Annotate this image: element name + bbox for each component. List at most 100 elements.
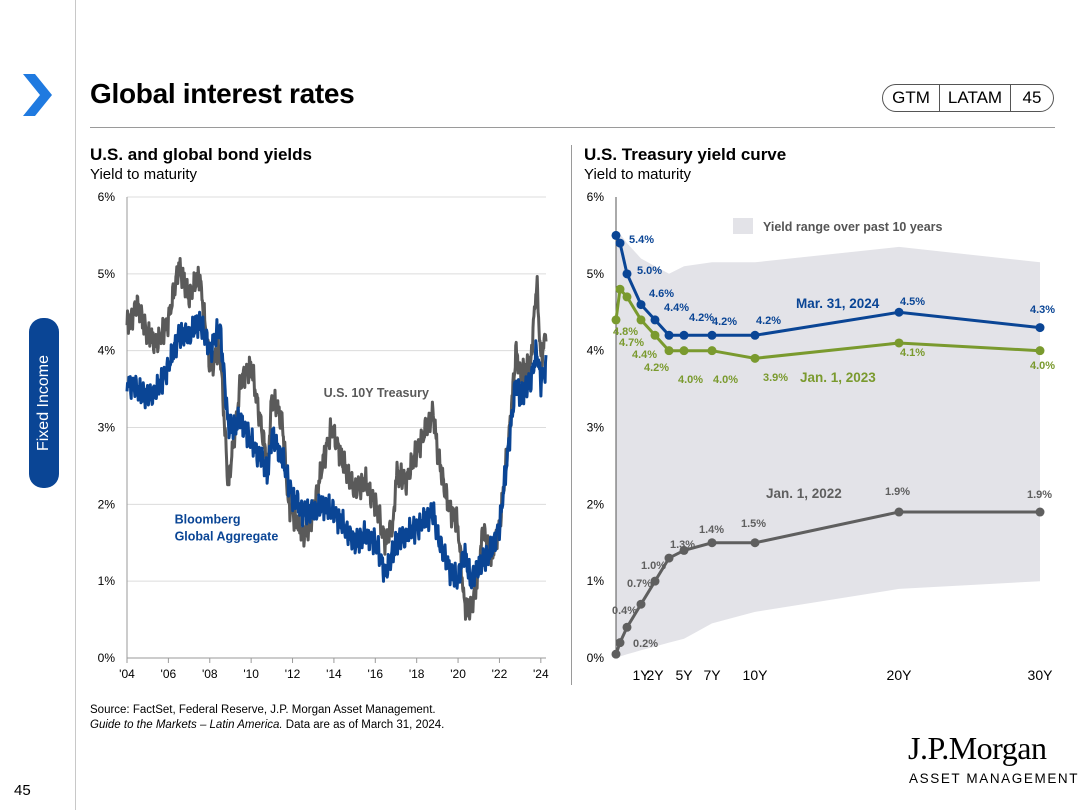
right-x-tick-label: 10Y (743, 667, 769, 683)
chevron-right-icon (23, 74, 52, 116)
jan-2022-data-label: 0.4% (612, 605, 637, 617)
left-chart-subtitle: Yield to maturity (90, 166, 197, 183)
jan-2023-point (650, 330, 660, 340)
left-y-tick-label: 5% (98, 267, 116, 281)
jan-2022-series-label: Jan. 1, 2022 (766, 486, 842, 501)
left-x-tick-label: '22 (492, 667, 508, 681)
mar-2024-point (707, 330, 717, 340)
logo-tagline: ASSET MANAGEMENT (909, 771, 1080, 786)
jan-2023-data-label: 4.1% (900, 347, 925, 359)
left-x-tick-label: '06 (161, 667, 177, 681)
jan-2023-data-label: 4.0% (713, 374, 738, 386)
header-divider (90, 127, 1055, 128)
panel-divider (571, 145, 572, 685)
jan-2022-point (636, 599, 646, 609)
mar-2024-point (664, 330, 674, 340)
mar-2024-point (636, 300, 646, 310)
jan-2023-data-label: 4.4% (632, 349, 657, 361)
right-y-tick-label: 2% (587, 497, 605, 511)
jan-2022-point (679, 545, 689, 555)
left-x-tick-label: '18 (409, 667, 425, 681)
jan-2023-point (894, 338, 904, 348)
left-x-tick-label: '12 (285, 667, 301, 681)
mar-2024-data-label: 4.2% (689, 312, 714, 324)
section-tab[interactable] (29, 318, 59, 488)
jan-2022-point (750, 538, 760, 548)
left-x-tick-label: '16 (367, 667, 383, 681)
jan-2023-data-label: 3.9% (763, 372, 788, 384)
jan-2023-series-label: Jan. 1, 2023 (800, 370, 876, 385)
right-x-tick-label: 2Y (646, 667, 664, 683)
jan-2023-data-label: 4.8% (613, 326, 638, 338)
jan-2022-point (615, 638, 625, 648)
mar-2024-point (679, 330, 689, 340)
left-x-tick-label: '10 (243, 667, 259, 681)
jpmorgan-logo: J.P.Morgan (908, 730, 1047, 766)
jan-2023-data-label: 4.0% (678, 374, 703, 386)
right-chart-title: U.S. Treasury yield curve (584, 145, 787, 164)
jan-2022-point (611, 649, 621, 659)
jan-2022-data-label: 1.9% (885, 486, 910, 498)
badge-region: LATAM (940, 85, 1011, 111)
source-line: Source: FactSet, Federal Reserve, J.P. M… (90, 704, 436, 716)
left-x-tick-label: '14 (326, 667, 342, 681)
mar-2024-point (622, 269, 632, 279)
left-x-tick-label: '24 (533, 667, 549, 681)
right-x-tick-label: 30Y (1028, 667, 1054, 683)
jan-2022-data-label: 1.5% (741, 518, 766, 530)
guide-date: Data are as of March 31, 2024. (282, 719, 445, 731)
right-y-tick-label: 5% (587, 267, 605, 281)
jan-2022-point (707, 538, 717, 548)
badge-gtm: GTM (883, 85, 940, 111)
left-y-tick-label: 3% (98, 421, 116, 435)
right-x-tick-label: 5Y (675, 667, 693, 683)
jan-2023-point (615, 284, 625, 294)
jan-2022-point (664, 553, 674, 563)
guide-title: Guide to the Markets – Latin America. (90, 719, 283, 731)
mar-2024-data-label: 4.3% (1030, 304, 1055, 316)
jan-2022-point (622, 622, 632, 632)
global-series-label-1: Bloomberg (175, 513, 241, 527)
gtm-badge: GTM LATAM 45 (882, 84, 1054, 112)
left-y-tick-label: 6% (98, 190, 116, 204)
right-chart-subtitle: Yield to maturity (584, 166, 691, 183)
page-number: 45 (14, 782, 31, 799)
right-x-tick-label: 7Y (703, 667, 721, 683)
jan-2023-point (636, 315, 646, 325)
mar-2024-data-label: 4.2% (756, 315, 781, 327)
jan-2023-point (1035, 346, 1045, 356)
jan-2022-point (894, 507, 904, 517)
jan-2023-point (707, 346, 717, 356)
left-margin-line (75, 0, 76, 810)
left-y-tick-label: 1% (98, 574, 116, 588)
jan-2023-point (611, 315, 621, 325)
jan-2023-data-label: 4.0% (1030, 360, 1055, 372)
mar-2024-data-label: 5.0% (637, 265, 662, 277)
right-y-tick-label: 3% (587, 421, 605, 435)
left-y-tick-label: 2% (98, 497, 116, 511)
jan-2022-data-label: 0.2% (633, 638, 658, 650)
mar-2024-data-label: 4.4% (664, 302, 689, 314)
mar-2024-data-label: 4.2% (712, 316, 737, 328)
jan-2022-data-label: 0.7% (627, 578, 652, 590)
left-chart-title: U.S. and global bond yields (90, 145, 312, 164)
badge-page: 45 (1022, 88, 1042, 107)
right-y-tick-label: 1% (587, 574, 605, 588)
jan-2022-data-label: 1.4% (699, 524, 724, 536)
treasury-series-label: U.S. 10Y Treasury (324, 386, 429, 400)
mar-2024-point (894, 307, 904, 317)
left-y-tick-label: 0% (98, 651, 116, 665)
left-x-tick-label: '04 (119, 667, 135, 681)
treasury-10y-line (125, 257, 548, 621)
jan-2022-data-label: 1.3% (670, 539, 695, 551)
mar-2024-data-label: 5.4% (629, 234, 654, 246)
jan-2023-point (622, 292, 632, 302)
mar-2024-point (1035, 323, 1045, 333)
jan-2023-data-label: 4.7% (619, 337, 644, 349)
guide-line: Guide to the Markets – Latin America. Da… (90, 718, 444, 733)
ten-year-range-band (616, 231, 1040, 658)
right-y-tick-label: 0% (587, 651, 605, 665)
page-title: Global interest rates (90, 78, 355, 109)
jan-2023-data-label: 4.2% (644, 362, 669, 374)
